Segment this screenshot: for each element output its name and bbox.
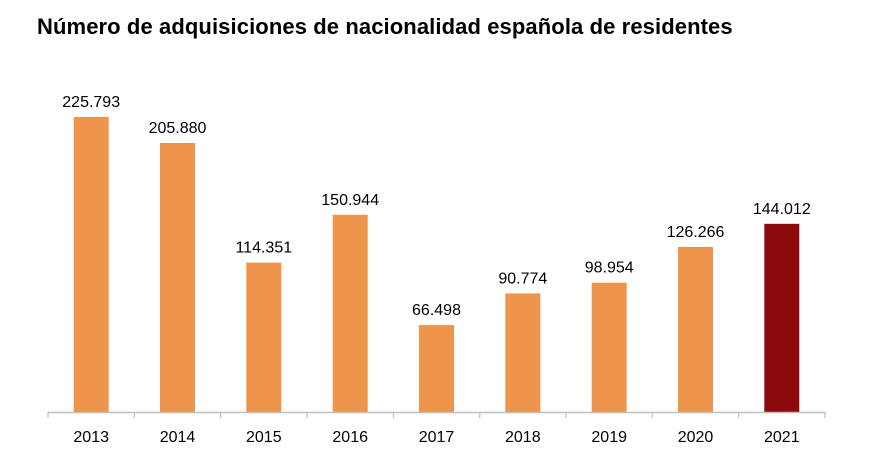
bar-2021 — [764, 223, 800, 412]
chart-title: Número de adquisiciones de nacionalidad … — [37, 14, 733, 39]
x-tick-label-2021: 2021 — [764, 429, 800, 446]
bar-2020 — [678, 247, 713, 412]
value-label-2020: 126.266 — [667, 224, 725, 241]
value-label-2021: 144.012 — [753, 201, 811, 218]
x-tick-label-2016: 2016 — [332, 429, 368, 446]
x-tick-label-2019: 2019 — [591, 429, 627, 446]
value-label-2014: 205.880 — [149, 120, 207, 137]
value-label-2018: 90.774 — [498, 270, 547, 287]
value-label-2019: 98.954 — [585, 260, 634, 277]
value-label-2013: 225.793 — [62, 94, 120, 111]
bar-2016 — [332, 214, 368, 412]
x-tick-label-2017: 2017 — [419, 429, 455, 446]
x-tick-label-2013: 2013 — [73, 429, 109, 446]
bar-2017 — [419, 325, 454, 412]
bar-2018 — [505, 293, 541, 412]
bar-2015 — [246, 262, 282, 412]
x-axis — [47, 411, 826, 418]
value-label-2015: 114.351 — [235, 240, 292, 257]
x-tick-labels: 2013 2014 2015 2016 2017 2018 2019 2020 2021 — [73, 429, 799, 446]
x-tick-label-2018: 2018 — [505, 429, 541, 446]
bar-2019 — [591, 282, 627, 412]
value-labels: 225.793 205.880 114.351 150.944 66.498 90.774… — [62, 94, 811, 319]
value-label-2017: 66.498 — [412, 302, 461, 319]
x-tick-label-2015: 2015 — [246, 429, 282, 446]
bars-group — [73, 117, 800, 412]
bar-2014 — [160, 143, 195, 412]
x-tick-label-2014: 2014 — [160, 429, 196, 446]
x-tick-label-2020: 2020 — [678, 429, 714, 446]
bar-2013 — [73, 117, 109, 412]
value-label-2016: 150.944 — [321, 192, 379, 209]
